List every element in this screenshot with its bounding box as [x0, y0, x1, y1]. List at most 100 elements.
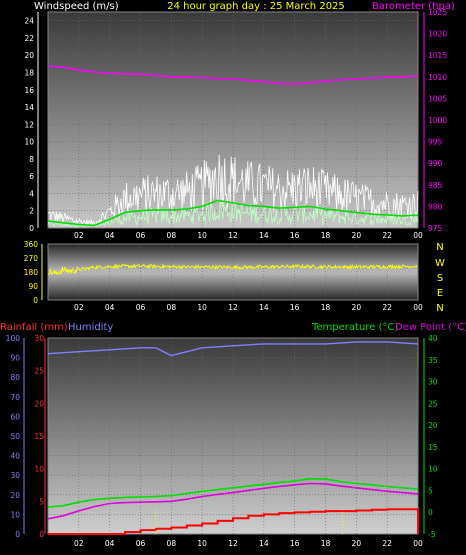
x-tick-label: 20 — [352, 303, 362, 312]
windspeed-average-line — [47, 199, 419, 227]
wind-y-tick-label: 14 — [24, 103, 34, 112]
temperature-y-tick-label: 35 — [428, 356, 438, 365]
temperature-y-tick-label: -5 — [428, 530, 436, 539]
windspeed-axis-title: Windspeed (m/s) — [34, 1, 119, 12]
rainfall-y-tick-label: 30 — [34, 334, 44, 343]
humidity-y-tick-label: 90 — [10, 354, 20, 363]
wind-y-tick-label: 22 — [24, 34, 34, 43]
x-tick-label: 00 — [413, 231, 423, 240]
x-tick-label: 04 — [105, 303, 115, 312]
barometer-line — [47, 65, 419, 85]
x-tick-label: 22 — [382, 539, 392, 548]
temperature-line — [47, 477, 419, 508]
wind-y-tick-label: 24 — [24, 17, 34, 26]
rainfall-y-tick-label: 0 — [39, 530, 44, 539]
x-tick-label: 14 — [259, 539, 269, 548]
humidity-y-tick-label: 40 — [10, 452, 20, 461]
wind-y-tick-label: 8 — [29, 155, 34, 164]
wind-y-tick-label: 6 — [29, 172, 34, 181]
x-tick-label: 06 — [136, 231, 146, 240]
humidity-y-tick-label: 100 — [6, 334, 21, 343]
rainfall-y-tick-label: 10 — [34, 465, 44, 474]
x-tick-label: 04 — [105, 539, 115, 548]
x-tick-label: 04 — [105, 231, 115, 240]
x-tick-label: 20 — [352, 539, 362, 548]
x-tick-label: 02 — [74, 539, 84, 548]
windlull-line — [47, 200, 419, 228]
x-tick-label: 12 — [228, 539, 238, 548]
x-tick-label: 08 — [167, 539, 177, 548]
x-tick-label: 10 — [197, 303, 207, 312]
temperature-y-tick-label: 20 — [428, 421, 438, 430]
wind-y-tick-label: 4 — [29, 189, 34, 198]
rainfall-line — [48, 508, 419, 535]
x-tick-label: 08 — [167, 303, 177, 312]
wind-y-tick-label: 20 — [24, 51, 34, 60]
humidity-y-tick-label: 0 — [15, 530, 20, 539]
x-tick-label: 00 — [413, 539, 423, 548]
temperature-y-tick-label: 30 — [428, 378, 438, 387]
windgust-line — [47, 154, 419, 226]
temperature-y-tick-label: 25 — [428, 399, 438, 408]
humidity-y-tick-label: 70 — [10, 393, 20, 402]
dewpoint-line — [47, 482, 419, 520]
x-tick-label: 22 — [382, 303, 392, 312]
barometer-y-tick-label: 995 — [428, 138, 443, 147]
x-tick-label: 18 — [321, 303, 331, 312]
wind-y-tick-label: 2 — [29, 207, 34, 216]
temperature-y-tick-label: 15 — [428, 443, 438, 452]
barometer-y-tick-label: 990 — [428, 159, 443, 168]
humidity-line — [47, 341, 419, 357]
direction-y-tick-label: 180 — [24, 268, 39, 277]
compass-label: S — [437, 273, 443, 284]
humidity-y-tick-label: 10 — [10, 510, 20, 519]
temperature-y-tick-label: 0 — [428, 508, 433, 517]
barometer-y-tick-label: 980 — [428, 202, 443, 211]
humidity-y-tick-label: 30 — [10, 471, 20, 480]
x-tick-label: 16 — [290, 303, 300, 312]
x-tick-label: 12 — [228, 303, 238, 312]
wind-direction-line — [47, 263, 418, 276]
rainfall-y-tick-label: 5 — [39, 497, 44, 506]
x-tick-label: 06 — [136, 539, 146, 548]
wind-y-tick-label: 18 — [24, 68, 34, 77]
wind-y-tick-label: 12 — [24, 120, 34, 129]
humidity-axis-title: Humidity — [68, 322, 113, 333]
x-tick-label: 00 — [413, 303, 423, 312]
x-tick-label: 18 — [321, 231, 331, 240]
dewpoint-axis-title: Dew Point (°C) — [395, 322, 466, 333]
barometer-y-tick-label: 1020 — [428, 30, 447, 39]
x-tick-label: 14 — [259, 231, 269, 240]
temperature-y-tick-label: 10 — [428, 465, 438, 474]
x-tick-label: 12 — [228, 231, 238, 240]
humidity-y-tick-label: 50 — [10, 432, 20, 441]
rainfall-y-tick-label: 25 — [34, 367, 44, 376]
x-tick-label: 02 — [74, 303, 84, 312]
x-tick-label: 10 — [197, 231, 207, 240]
rainfall-axis-title: Rainfall (mm) — [0, 322, 68, 333]
x-tick-label: 22 — [382, 231, 392, 240]
barometer-y-tick-label: 975 — [428, 224, 443, 233]
barometer-y-tick-label: 1000 — [428, 116, 447, 125]
x-tick-label: 10 — [197, 539, 207, 548]
x-tick-label: 20 — [352, 231, 362, 240]
x-tick-label: 16 — [290, 539, 300, 548]
compass-label: E — [437, 288, 443, 299]
barometer-y-tick-label: 1010 — [428, 73, 447, 82]
compass-label: N — [436, 303, 443, 314]
wind-gust-trace — [47, 154, 419, 228]
compass-label: N — [436, 242, 443, 253]
wind-y-tick-label: 10 — [24, 138, 34, 147]
direction-y-tick-label: 0 — [33, 296, 38, 305]
barometer-y-tick-label: 985 — [428, 181, 443, 190]
humidity-y-tick-label: 80 — [10, 373, 20, 382]
barometer-axis-title: Barometer (hpa) — [372, 1, 455, 12]
humidity-y-tick-label: 60 — [10, 412, 20, 421]
direction-y-tick-label: 360 — [24, 240, 39, 249]
temperature-y-tick-label: 40 — [428, 334, 438, 343]
temperature-y-tick-label: 5 — [428, 486, 433, 495]
x-tick-label: 14 — [259, 303, 269, 312]
barometer-y-tick-label: 1025 — [428, 8, 447, 17]
wind-y-tick-label: 16 — [24, 86, 34, 95]
